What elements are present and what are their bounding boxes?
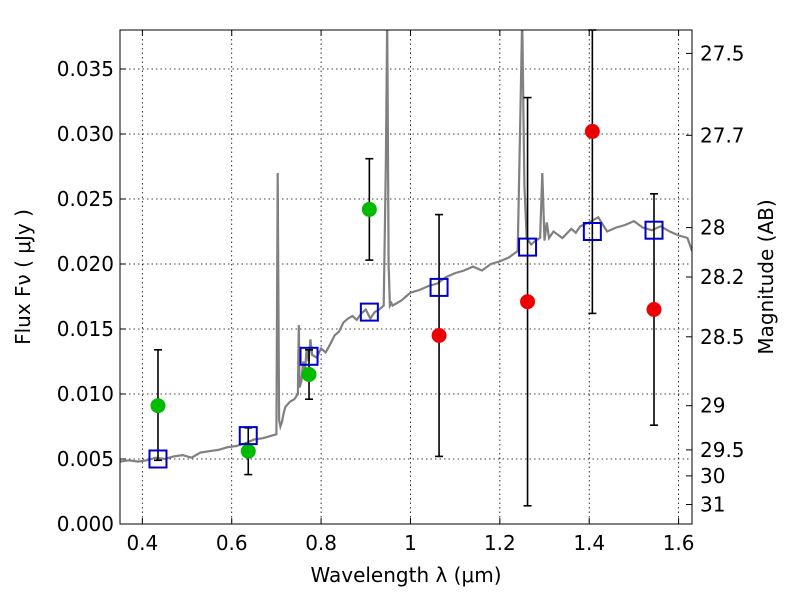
- model-point: [644, 220, 664, 240]
- y2-tick-label: 28: [700, 216, 725, 240]
- x-tick-label: 0.4: [126, 531, 158, 555]
- y2-tick-label: 30: [700, 464, 725, 488]
- x-tick-label: 1.6: [663, 531, 695, 555]
- y-tick-label: 0.020: [57, 252, 114, 276]
- data-points-layer: [150, 123, 662, 459]
- model-point: [582, 222, 602, 241]
- x-axis-label: Wavelength λ (μm): [310, 563, 501, 587]
- y2-tick-label: 29: [700, 394, 725, 418]
- model-point: [518, 237, 538, 257]
- model-point: [299, 346, 319, 366]
- y-tick-label: 0.015: [57, 317, 114, 341]
- y2-axis-label: Magnitude (AB): [754, 199, 778, 354]
- y-tick-label: 0.025: [57, 187, 114, 211]
- axis-ticks: 0.4 0.6 0.8 1 1.2 1.4 1.6 0.000 0.005 0.010 0.015 0…: [57, 30, 745, 555]
- red-data-point: [584, 123, 600, 139]
- y2-tick-label: 29.5: [700, 438, 745, 462]
- y-tick-label: 0.030: [57, 122, 114, 146]
- model-point: [359, 302, 379, 322]
- x-tick-label: 0.8: [305, 531, 337, 555]
- model-points-layer: [148, 220, 664, 469]
- error-bars-layer: [153, 29, 659, 507]
- model-point: [148, 449, 168, 469]
- sed-spectrum-layer: [120, 30, 692, 463]
- y2-tick-label: 28.2: [700, 265, 745, 289]
- green-data-point: [150, 398, 166, 414]
- plot-frame: [119, 29, 693, 525]
- green-data-point: [240, 443, 256, 459]
- y-tick-label: 0.005: [57, 447, 114, 471]
- y2-tick-label: 28.5: [700, 325, 745, 349]
- x-tick-label: 1.2: [484, 531, 516, 555]
- grid-lines: [120, 30, 692, 525]
- y-tick-label: 0.035: [57, 57, 114, 81]
- model-point: [238, 426, 258, 446]
- x-tick-label: 0.6: [216, 531, 248, 555]
- y-tick-label: 0.010: [57, 382, 114, 406]
- red-data-point: [520, 294, 536, 310]
- sed-spectrum-line: [120, 30, 692, 463]
- y2-tick-label: 27.7: [700, 123, 745, 147]
- x-tick-label: 1.4: [573, 531, 605, 555]
- red-data-point: [431, 328, 447, 343]
- green-data-point: [361, 201, 377, 217]
- y-axis-label: Flux Fν ( μJy ): [11, 209, 35, 345]
- y2-tick-label: 27.5: [700, 41, 745, 65]
- x-tick-label: 1: [404, 531, 417, 555]
- y2-tick-label: 31: [700, 493, 725, 517]
- model-point: [429, 277, 449, 297]
- green-data-point: [301, 367, 317, 382]
- red-data-point: [646, 302, 662, 317]
- y-tick-label: 0.000: [57, 512, 114, 536]
